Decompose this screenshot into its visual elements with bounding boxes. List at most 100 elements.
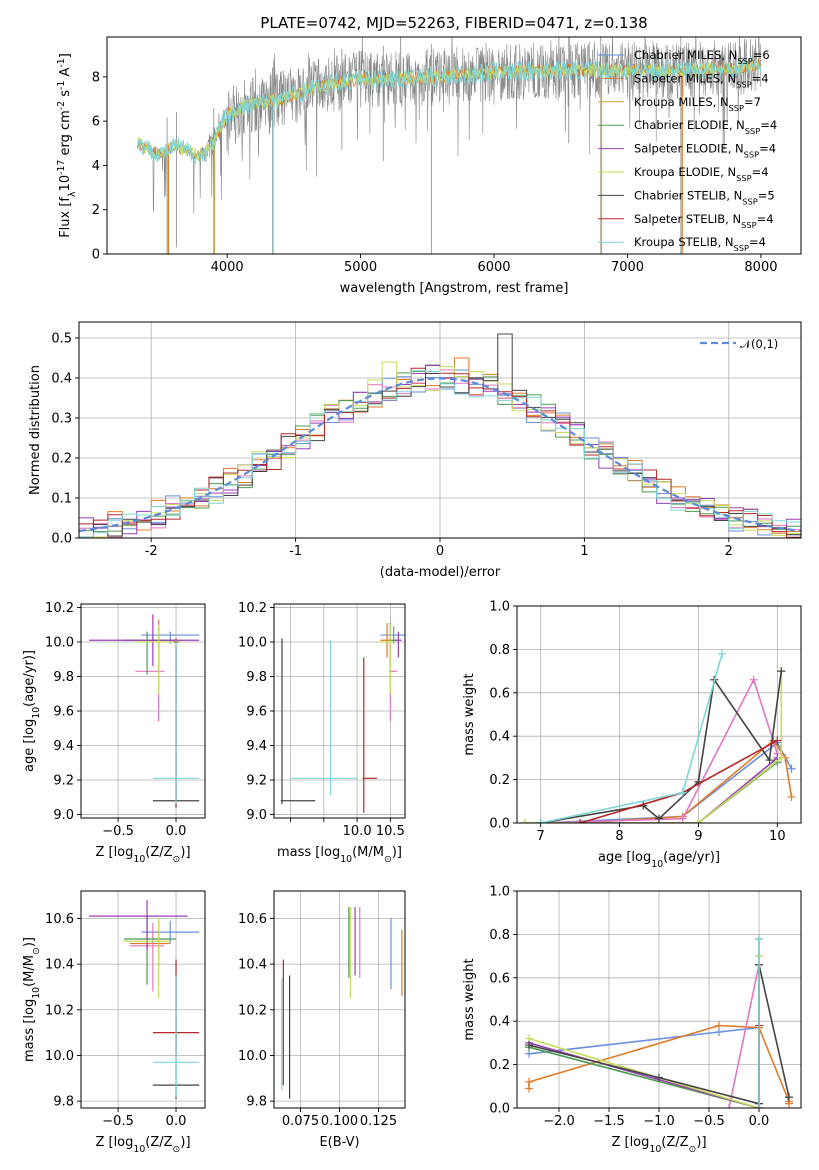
y-tick-label: 10.2	[45, 1003, 74, 1018]
x-axis-label: wavelength [Angstrom, rest frame]	[340, 281, 569, 296]
mass-weight-marker	[655, 1073, 663, 1082]
x-tick-label: 0.0	[166, 824, 187, 839]
x-axis-label: mass [log10(M/M⊙)]	[277, 845, 402, 865]
observed-spectrum	[137, 37, 761, 215]
mass-weight-marker	[536, 819, 545, 823]
mass-weight-marker	[715, 1021, 723, 1030]
plot-area	[89, 614, 200, 808]
plot-area	[281, 906, 403, 1099]
chart-title: PLATE=0742, MJD=52263, FIBERID=0471, z=0…	[260, 14, 647, 32]
y-axis-label: mass weight	[462, 673, 477, 755]
x-tick-label: 0.0	[166, 1114, 187, 1129]
y-axis-label: Flux [fλ10-17 erg cm-2 s-1 A-1]	[56, 53, 78, 238]
x-tick-label: 1	[580, 544, 588, 559]
y-tick-label: 9.8	[246, 670, 267, 685]
y-tick-label: 9.2	[246, 774, 267, 789]
plot-area	[79, 333, 801, 538]
legend-entry: Kroupa STELIB, NSSP=4	[634, 235, 766, 253]
mass-weight-marker	[785, 1093, 793, 1102]
mass-weight-marker	[773, 736, 782, 745]
x-tick-label: 10.5	[376, 824, 405, 839]
legend-entry: Salpeter MILES, NSSP=4	[634, 71, 769, 89]
y-tick-label: 0.8	[489, 928, 510, 943]
y-tick-label: 0.6	[489, 686, 510, 701]
x-tick-label: -2	[145, 544, 158, 559]
x-tick-label: 0.125	[360, 1114, 397, 1129]
y-tick-label: 0.0	[489, 1102, 510, 1117]
y-tick-label: 9.0	[53, 808, 74, 823]
mass-weight-marker	[655, 814, 663, 823]
mass-weight-line	[524, 671, 783, 823]
legend-entry: 𝒩(0,1)	[740, 337, 778, 351]
y-tick-label: 0.2	[489, 773, 510, 788]
x-axis-label: Z [log10(Z/Z⊙)]	[95, 845, 190, 865]
y-tick-label: 10.0	[238, 635, 267, 650]
panel-age-vs-Z: −0.5 0.0 9.0 9.2 9.4 9.6 9.8 10.0 10.2 Z [log10(Z…	[22, 601, 206, 865]
y-tick-label: 2	[92, 203, 100, 218]
y-tick-label: 10.0	[45, 635, 74, 650]
x-tick-label: 5000	[344, 260, 377, 275]
y-tick-label: 9.4	[53, 739, 74, 754]
x-tick-label: −0.5	[693, 1114, 725, 1129]
mass-weight-marker	[678, 788, 687, 797]
y-tick-label: 0.4	[51, 372, 72, 387]
mass-weight-marker	[678, 814, 687, 823]
mass-weight-marker	[694, 819, 703, 823]
axes-frame	[516, 605, 802, 824]
mass-weight-marker	[755, 934, 763, 943]
x-tick-label: 10	[769, 829, 786, 844]
mass-weight-marker	[777, 667, 786, 676]
y-tick-label: 0.3	[51, 412, 72, 427]
legend: Chabrier MILES, NSSP=6 Salpeter MILES, NS…	[598, 48, 777, 253]
mass-weight-marker	[765, 756, 774, 765]
x-tick-label: 0.0	[749, 1114, 770, 1129]
plot-area	[280, 622, 405, 813]
x-tick-label: -1	[289, 544, 302, 559]
y-tick-label: 1.0	[489, 885, 510, 900]
mass-weight-marker	[755, 1104, 763, 1108]
y-axis-label: mass weight	[462, 958, 477, 1040]
legend-entry: Kroupa MILES, NSSP=7	[634, 95, 761, 113]
legend-entry: Chabrier MILES, NSSP=6	[634, 48, 770, 66]
y-tick-label: 0.4	[489, 1015, 510, 1030]
y-tick-label: 9.4	[246, 739, 267, 754]
mass-weight-marker	[787, 764, 796, 773]
axes-frame	[80, 890, 206, 1109]
y-tick-label: 9.8	[246, 1095, 267, 1110]
y-tick-label: 0.8	[489, 643, 510, 658]
y-tick-label: 9.8	[53, 1095, 74, 1110]
panel-mass-vs-EBV: 0.075 0.100 0.125 9.8 10.0 10.2 10.4 10.6 E(B-V)	[238, 890, 406, 1150]
x-axis-label: Z [log10(Z/Z⊙)]	[611, 1135, 706, 1155]
gaussian-curve	[79, 377, 801, 533]
x-tick-label: 9	[694, 829, 702, 844]
mass-weight-marker	[525, 1077, 533, 1086]
x-axis-label: age [log10(age/yr)]	[598, 850, 720, 870]
y-tick-label: 0.4	[489, 730, 510, 745]
x-tick-label: 7	[537, 829, 545, 844]
panel-massweight-vs-age: 7 8 9 10 0.0 0.2 0.4 0.6 0.8 1.0 age [log10(age/yr…	[462, 600, 802, 870]
x-tick-label: 7000	[611, 260, 644, 275]
mass-weight-line	[540, 670, 783, 823]
legend-entry: Salpeter STELIB, NSSP=4	[634, 212, 774, 230]
mass-weight-line	[580, 757, 778, 823]
y-tick-label: 0.0	[51, 532, 72, 547]
y-tick-label: 10.4	[45, 958, 74, 973]
y-tick-label: 4	[92, 159, 100, 174]
x-tick-label: 2	[725, 544, 733, 559]
mass-weight-marker	[787, 792, 796, 801]
mass-weight-marker	[520, 819, 529, 823]
y-axis-label: age [log10(age/yr)]	[22, 650, 42, 772]
x-tick-label: −1.0	[643, 1114, 675, 1129]
y-tick-label: 9.6	[53, 705, 74, 720]
y-tick-label: 10.0	[45, 1049, 74, 1064]
plot-area	[137, 37, 762, 254]
y-tick-label: 10.2	[238, 601, 267, 616]
plot-area	[525, 934, 793, 1108]
y-tick-label: 10.2	[238, 1003, 267, 1018]
x-axis-label: (data-model)/error	[380, 565, 501, 580]
y-tick-label: 9.8	[53, 670, 74, 685]
y-tick-label: 0.2	[51, 452, 72, 467]
mass-weight-marker	[725, 1104, 733, 1108]
y-axis-label: mass [log10(M/M⊙)]	[22, 937, 42, 1062]
